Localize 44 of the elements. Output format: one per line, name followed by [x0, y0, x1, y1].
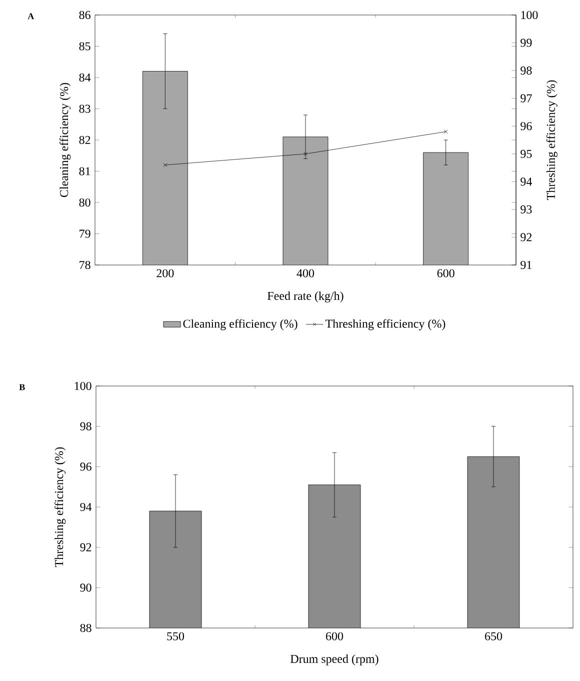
y2-tick-label: 100 — [521, 10, 538, 20]
x-tick-label: 200 — [156, 269, 174, 278]
y-tick-label: 82 — [79, 136, 90, 144]
x-axis-title: Feed rate (kg/h) — [268, 291, 344, 302]
point — [304, 152, 308, 156]
y-tick-label: 78 — [80, 260, 90, 270]
y-tick-label: 98 — [80, 422, 92, 430]
point — [163, 163, 168, 167]
x-tick-label: 600 — [326, 632, 344, 640]
y-tick-label: 88 — [80, 624, 92, 632]
y2-tick-label: 96 — [520, 122, 532, 130]
x-tick-label: 550 — [167, 632, 184, 640]
legend-label: Cleaning efficiency (%) — [183, 319, 298, 330]
y2-tick-label: 93 — [520, 205, 532, 214]
x-tick-label: 600 — [437, 269, 454, 278]
y2-tick-label: 97 — [520, 94, 532, 102]
y2-tick-label: 92 — [520, 233, 532, 242]
y2-tick-label: 94 — [520, 178, 532, 186]
y-tick-label: 96 — [80, 462, 92, 471]
y2-tick-label: 95 — [520, 150, 532, 158]
y-tick-label: 81 — [79, 167, 90, 176]
y2-tick-label: 91 — [520, 260, 532, 270]
y2-axis-title: Threshing efficiency (%) — [546, 80, 558, 200]
y-tick-label: 92 — [80, 543, 92, 552]
y2-tick-label: 98 — [520, 66, 532, 75]
y-tick-label: 86 — [79, 10, 90, 20]
y-axis-title: Threshing efficiency (%) — [54, 447, 66, 567]
x-axis-title: Drum speed (rpm) — [290, 654, 378, 666]
text: B — [19, 384, 25, 390]
x-tick-label: 650 — [485, 632, 502, 640]
y-tick-label: 80 — [79, 198, 90, 207]
legend-label: Threshing efficiency (%) — [326, 319, 446, 330]
y-axis-title: Cleaning efficiency (%) — [60, 82, 71, 198]
y-tick-label: 94 — [80, 502, 92, 512]
y-tick-label: 83 — [79, 104, 90, 113]
y-tick-label: 79 — [80, 230, 90, 238]
point — [444, 130, 448, 134]
y-tick-label: 100 — [74, 382, 92, 390]
y-tick-label: 85 — [79, 42, 90, 50]
y-tick-label: 90 — [80, 584, 92, 592]
x-tick-label: 400 — [296, 269, 314, 278]
chart-title: A — [28, 13, 34, 20]
y2-tick-label: 99 — [520, 38, 532, 47]
y-tick-label: 84 — [79, 73, 91, 82]
